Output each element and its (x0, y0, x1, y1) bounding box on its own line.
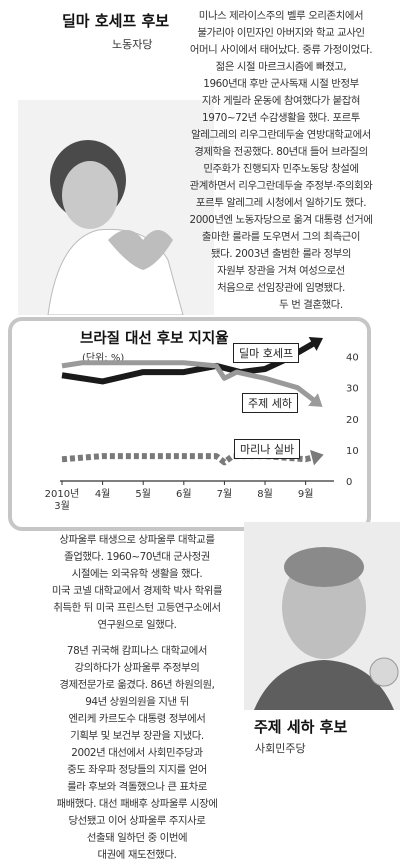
chart-panel: 브라질 대선 후보 지지율 (단위: %) 2010년 4월 5월 6월 7월 8월 9월 3… (8, 317, 371, 531)
bio-line: 알레그레의 리우그란데두술 연방대학교에서 (191, 129, 371, 141)
series-arrow-1 (308, 393, 323, 407)
bio-line: 됐다. 2003년 출범한 룰라 정부의 (210, 248, 352, 260)
bio-line: 두 번 결혼했다. (279, 299, 343, 311)
bio-line: 룰라 후보와 격돌했으나 큰 표차로 (67, 781, 207, 793)
bio-line: 선출돼 일하던 중 이번에 (86, 832, 188, 844)
bio-line: 패배했다. 대선 패배후 상파울루 시장에 (56, 798, 218, 810)
x-tick-label: 7월 (217, 488, 233, 500)
bio-line: 미국 코넬 대학교에서 경제학 박사 학위를 (51, 585, 223, 597)
bio-line: 2000년엔 노동자당으로 옮겨 대통령 선거에 (189, 214, 373, 226)
x-tick-label: 5월 (135, 488, 151, 500)
x-tick-label: 4월 (95, 488, 111, 500)
bio-line: 엔리케 카르도수 대통령 정부에서 (68, 713, 206, 725)
line-chart: 2010년 4월 5월 6월 7월 8월 9월 3월 0 10 20 30 40 (45, 337, 359, 512)
series-line-1 (61, 360, 320, 406)
series-arrow-2 (310, 449, 324, 466)
bio-line: 시절에는 외국유학 생활을 했다. (71, 568, 203, 580)
x-tick-sublabel: 3월 (54, 500, 70, 512)
bio-line: 취득한 뒤 미국 프린스턴 고등연구소에서 (53, 602, 221, 614)
legend-serra: 주제 세하 (242, 393, 298, 413)
candidate1-party: 노동자당 (112, 38, 153, 51)
series-arrow-0 (308, 337, 324, 351)
candidate2-name: 주제 세하 후보 (254, 718, 348, 736)
bio-line: 경제학을 전공했다. 80년대 들어 브라질의 (194, 146, 368, 158)
bio-line: 기획부 및 보건부 장관을 지냈다. (70, 730, 204, 742)
y-tick-label: 20 (346, 415, 359, 426)
chart-title: 브라질 대선 후보 지지율 (80, 331, 229, 347)
bio-line: 어머니 사이에서 태어났다. 중류 가정이었다. (189, 44, 373, 56)
bio-line: 중도 좌우파 정당들의 지지를 얻어 (67, 764, 207, 776)
x-tick-label: 8월 (257, 488, 273, 500)
bio-line: 미나스 제라이스주의 벨루 오리존치에서 (198, 10, 364, 22)
bio-line: 2002년 대선에서 사회민주당과 (71, 747, 203, 759)
bio-line: 관계하면서 리우그란데두술 주정부·주의회와 (189, 180, 373, 192)
y-tick-label: 30 (346, 384, 359, 395)
x-tick-label: 6월 (176, 488, 192, 500)
x-tick-label: 9월 (298, 488, 314, 500)
legend-rousseff: 딜마 호세프 (233, 343, 300, 363)
candidate1-photo (18, 100, 214, 315)
legend-silva: 마리나 실바 (234, 439, 301, 459)
bio-line: 강의하다가 상파울루 주정부의 (74, 662, 200, 674)
bio-line: 당선됐고 이어 상파울루 주지사로 (68, 815, 206, 827)
bio-line: 처음으로 선임장관에 임명됐다. (217, 282, 345, 294)
bio-line: 불가리아 이민자인 아버지와 학교 교사인 (197, 27, 365, 39)
bio-line: 1970~72년 수감생활을 했다. 포르투 (202, 112, 360, 124)
bio-line: 자원부 장관을 거쳐 여성으로선 (217, 265, 345, 277)
bio-line: 상파울루 태생으로 상파울루 대학교를 (59, 534, 215, 546)
x-tick-label: 2010년 (45, 488, 80, 500)
y-tick-label: 40 (346, 353, 359, 364)
candidate1-bio: 미나스 제라이스주의 벨루 오리존치에서 불가리아 이민자인 아버지와 학교 교… (166, 8, 396, 314)
bio-line: 대권에 재도전했다. (97, 849, 177, 861)
candidate2-party: 사회민주당 (255, 742, 306, 755)
bio-line: 민주화가 진행되자 민주노동당 창설에 (203, 163, 359, 175)
candidate1-name: 딜마 호세프 후보 (62, 12, 170, 30)
bio-line: 지하 게릴라 운동에 참여했다가 붙잡혀 (201, 95, 361, 107)
bio-line: 졸업했다. 1960~70년대 군사정권 (64, 551, 210, 563)
chart-unit: (단위: %) (82, 353, 125, 364)
bio-line: 출마한 룰라를 도우면서 그의 최측근이 (201, 231, 361, 243)
bio-line: 포르투 알레그레 시청에서 일하기도 했다. (195, 197, 367, 209)
bio-line: 94년 상원의원을 지낸 뒤 (85, 696, 189, 708)
bio-line: 78년 귀국해 캄피나스 대학교에서 (66, 645, 208, 657)
y-tick-label: 0 (346, 477, 352, 488)
y-tick-label: 10 (346, 446, 359, 457)
bio-line: 연구원으로 일했다. (97, 619, 177, 631)
candidate2-photo (244, 522, 400, 710)
candidate2-bio: 상파울루 태생으로 상파울루 대학교를 졸업했다. 1960~70년대 군사정권… (26, 532, 248, 864)
bio-line: 1960년대 후반 군사독재 시절 반정부 (203, 78, 359, 90)
bio-line: 경제전문가로 옮겼다. 86년 하원의원, (59, 679, 215, 691)
bio-line: 젊은 시절 마르크시즘에 빠졌고, (215, 61, 347, 73)
